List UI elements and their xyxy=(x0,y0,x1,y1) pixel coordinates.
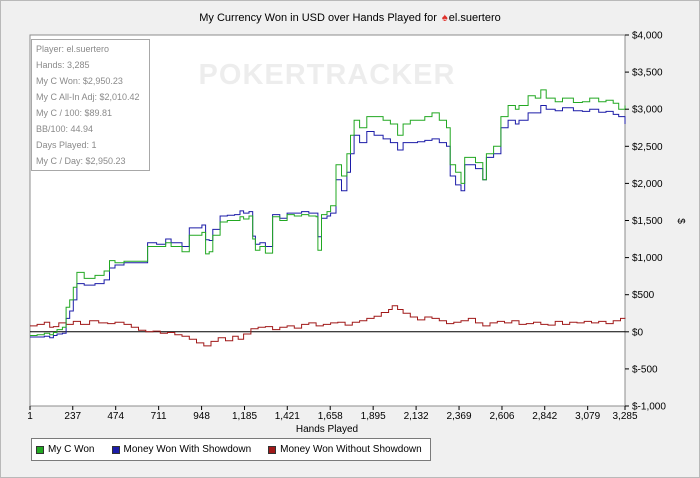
stat-player: Player: el.suertero xyxy=(36,44,110,54)
x-tick-label: 1 xyxy=(27,411,33,422)
y-tick-label: $1,500 xyxy=(632,216,663,227)
chart-title: My Currency Won in USD over Hands Played… xyxy=(0,12,700,24)
y-tick-label: $4,000 xyxy=(632,31,663,42)
series-line xyxy=(30,105,626,339)
stat-bb-100: BB/100: 44.94 xyxy=(36,124,94,134)
y-tick-label: $2,000 xyxy=(632,179,663,190)
y-tick-label: $0 xyxy=(632,327,644,338)
y-tick-label: $2,500 xyxy=(632,142,663,153)
watermark: POKERTRACKER xyxy=(199,59,456,91)
legend-swatch xyxy=(36,445,44,454)
stat-days: Days Played: 1 xyxy=(36,140,97,150)
y-tick-label: $-1,000 xyxy=(632,402,666,413)
legend-label: Money Won Without Showdown xyxy=(280,444,422,455)
x-tick-label: 1,185 xyxy=(232,411,257,422)
y-tick-label: $500 xyxy=(632,290,655,301)
y-axis-label: $ xyxy=(675,218,686,224)
plot-background xyxy=(29,34,626,407)
x-tick-label: 474 xyxy=(107,411,124,422)
legend-swatch xyxy=(268,445,277,454)
y-tick-label: $-500 xyxy=(632,364,658,375)
x-tick-label: 1,421 xyxy=(275,411,300,422)
spade-icon: ♠ xyxy=(441,12,448,24)
x-tick-label: 2,842 xyxy=(532,411,557,422)
x-tick-label: 1,895 xyxy=(361,411,386,422)
stat-allin-adj: My C All-In Adj: $2,010.42 xyxy=(36,92,140,102)
x-tick-label: 711 xyxy=(151,411,167,422)
legend-item-my-c-won[interactable]: My C Won xyxy=(36,444,95,455)
legend-swatch xyxy=(111,445,120,454)
x-tick-label: 2,369 xyxy=(447,411,472,422)
chart-title-prefix: My Currency Won in USD over Hands Played… xyxy=(199,12,437,24)
x-tick-label: 3,079 xyxy=(575,411,600,422)
x-tick-label: 2,606 xyxy=(489,411,514,422)
x-tick-label: 948 xyxy=(193,411,210,422)
stat-per-100: My C / 100: $89.81 xyxy=(36,108,113,118)
legend: My C Won Money Won With Showdown Money W… xyxy=(31,438,431,461)
x-axis-label: Hands Played xyxy=(296,424,358,435)
legend-label: My C Won xyxy=(48,444,95,455)
x-tick-label: 2,132 xyxy=(404,411,429,422)
y-tick-label: $3,000 xyxy=(632,105,663,116)
series-line xyxy=(30,89,626,336)
y-tick-label: $1,000 xyxy=(632,253,663,264)
x-tick-label: 237 xyxy=(64,411,81,422)
x-tick-label: 1,658 xyxy=(318,411,343,422)
x-tick-label: 3,285 xyxy=(612,411,637,422)
chart-title-player: el.suertero xyxy=(448,12,501,24)
series-line xyxy=(30,305,626,347)
y-tick-label: $3,500 xyxy=(632,68,663,79)
legend-item-non-showdown[interactable]: Money Won Without Showdown xyxy=(268,444,422,455)
stat-won: My C Won: $2,950.23 xyxy=(36,76,123,86)
stats-box: Player: el.suertero Hands: 3,285 My C Wo… xyxy=(31,39,150,171)
stat-per-day: My C / Day: $2,950.23 xyxy=(36,156,126,166)
stat-hands: Hands: 3,285 xyxy=(36,60,90,70)
legend-label: Money Won With Showdown xyxy=(123,444,252,455)
legend-item-showdown[interactable]: Money Won With Showdown xyxy=(111,444,252,455)
